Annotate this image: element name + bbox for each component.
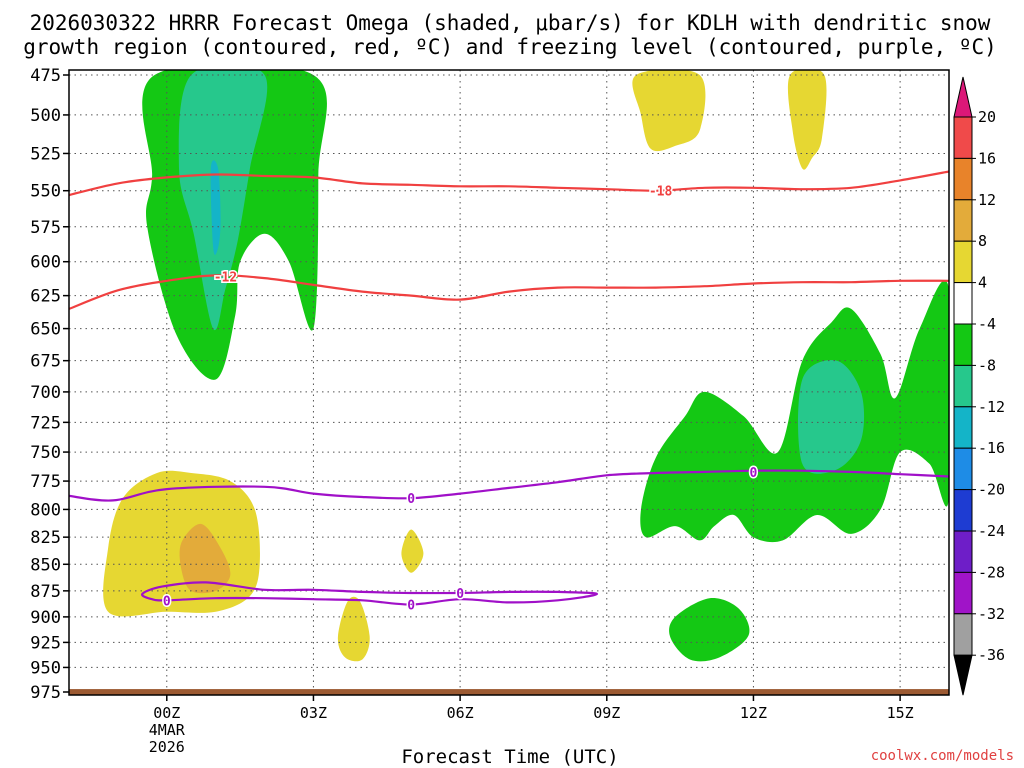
omega-neg4-lower-small [669,597,750,662]
colorbar-label-4: 4 [978,274,987,292]
x-tick-date-year: 2026 [149,738,185,756]
chart-title-line-1: 2026030322 HRRR Forecast Omega (shaded, … [30,11,991,35]
credit-text: coolwx.com/models [871,748,1014,764]
y-tick-label-950: 950 [30,658,61,678]
omega-pos8-lower-left [179,523,231,594]
x-tick-label-15Z: 15Z [887,704,914,722]
y-tick-label-600: 600 [30,253,61,273]
colorbar-segment-4 [953,282,973,325]
omega-pos4-small-2 [337,596,370,662]
gridlines [69,70,949,695]
x-tick-label-03Z: 03Z [300,704,327,722]
y-tick-label-775: 775 [30,472,61,492]
y-tick-label-475: 475 [30,66,61,86]
colorbar-label-0: 20 [978,108,996,126]
x-tick-label-12Z: 12Z [740,704,767,722]
colorbar-top-arrow [953,76,973,118]
freezing-level-label-1: 0 [163,594,171,609]
x-axis-label: Forecast Time (UTC) [401,746,618,768]
omega-neg8-upper-left [178,70,268,331]
colorbar-label-5: -4 [978,315,996,333]
colorbar-segment-11 [953,571,973,615]
omega-neg8-lower-right [798,360,865,474]
y-tick-label-825: 825 [30,528,61,548]
omega-shading-layer [103,70,949,662]
colorbar-bottom-arrow [953,654,973,696]
freezing-level-upper-line [69,469,949,502]
y-tick-label-575: 575 [30,218,61,238]
colorbar-segment-9 [953,489,973,532]
colorbar-segment-12 [953,613,973,656]
ground-band [69,689,949,695]
y-tick-label-850: 850 [30,555,61,575]
colorbar-segment-8 [953,447,973,491]
omega-pos4-upper-2 [787,70,827,170]
freezing-level-label-0: 0 [750,466,758,481]
y-tick-label-525: 525 [30,144,61,164]
omega-neg4-lower-right [640,280,949,543]
y-tick-label-500: 500 [30,106,61,126]
contour-layer [69,170,949,606]
y-tick-label-925: 925 [30,633,61,653]
y-tick-label-725: 725 [30,413,61,433]
colorbar-segment-10 [953,530,973,573]
colorbar-segment-0 [953,116,973,159]
colorbar-label-12: -32 [978,605,1005,623]
omega-pos4-upper-1 [632,70,706,152]
y-tick-label-550: 550 [30,182,61,202]
y-tick-label-675: 675 [30,352,61,372]
colorbar-label-13: -36 [978,646,1005,664]
contour-labels: -18 -12 0 0 0 0 0 [161,183,759,615]
x-tick-date-month: 4MAR [149,721,186,739]
freezing-level-label-2: 0 [407,598,415,613]
y-tick-label-750: 750 [30,443,61,463]
colorbar-label-1: 16 [978,149,996,167]
y-tick-label-800: 800 [30,500,61,520]
omega-neg12-column [210,160,221,255]
freezing-level-loop-line [140,581,599,606]
colorbar-label-11: -28 [978,563,1005,581]
y-tick-label-900: 900 [30,608,61,628]
dgz-minus18-line [69,170,949,197]
colorbar-label-8: -16 [978,439,1005,457]
colorbar-label-7: -12 [978,398,1005,416]
y-tick-label-975: 975 [30,683,61,703]
colorbar-label-9: -20 [978,481,1005,499]
colorbar-label-6: -8 [978,356,996,374]
colorbar-segment-3 [953,240,973,284]
y-tick-label-700: 700 [30,383,61,403]
omega-pos4-small-1 [401,529,424,573]
chart-title-line-2: growth region (contoured, red, ºC) and f… [23,35,997,59]
y-axis: 475 500 525 550 575 600 625 650 675 700 725 750 775 8… [30,66,69,703]
x-tick-label-00Z: 00Z [153,704,180,722]
y-tick-label-650: 650 [30,320,61,340]
x-tick-label-06Z: 06Z [447,704,474,722]
dgz-minus12-label: -12 [214,271,237,286]
freezing-level-loop-label: 0 [456,587,464,602]
dgz-minus12-line [69,274,949,310]
dgz-minus18-label: -18 [649,185,673,200]
plot-frame [68,69,950,696]
colorbar: 20 16 12 8 4 -4 -8 -12 -16 -20 -24 -28 -32 -36 [953,76,1005,696]
x-tick-label-09Z: 09Z [593,704,620,722]
colorbar-segment-1 [953,157,973,201]
y-tick-label-875: 875 [30,582,61,602]
colorbar-label-2: 12 [978,191,996,209]
y-tick-label-625: 625 [30,287,61,307]
ground-surface-band [69,689,949,695]
colorbar-segment-6 [953,364,973,408]
colorbar-label-10: -24 [978,522,1005,540]
colorbar-segment-5 [953,323,973,366]
colorbar-segment-7 [953,406,973,449]
colorbar-segment-2 [953,199,973,242]
freezing-level-upper-label: 0 [407,492,415,507]
colorbar-label-3: 8 [978,232,987,250]
